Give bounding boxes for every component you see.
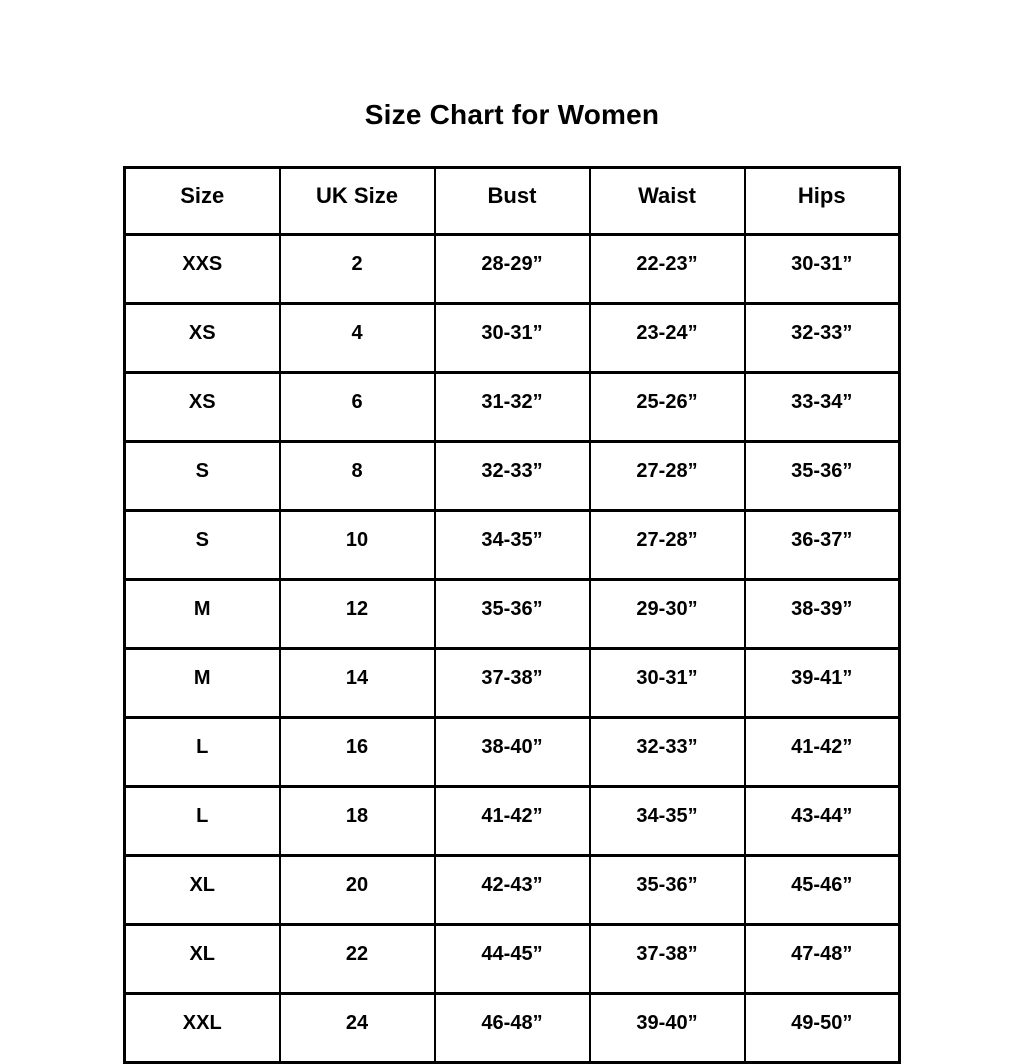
table-cell-waist: 32-33” xyxy=(588,716,746,788)
table-cell-hips: 43-44” xyxy=(743,785,901,857)
table-cell-size: L xyxy=(123,716,281,788)
table-cell-hips: 39-41” xyxy=(743,647,901,719)
table-cell-size: XS xyxy=(123,302,281,374)
table-cell-bust: 28-29” xyxy=(433,233,591,305)
table-cell-size: L xyxy=(123,785,281,857)
table-cell-size: XXL xyxy=(123,992,281,1064)
table-cell-uk-size: 10 xyxy=(278,509,436,581)
table-row: S 8 32-33” 27-28” 35-36” xyxy=(123,440,901,512)
table-row: S 10 34-35” 27-28” 36-37” xyxy=(123,509,901,581)
table-cell-size: M xyxy=(123,578,281,650)
table-cell-bust: 38-40” xyxy=(433,716,591,788)
table-cell-waist: 27-28” xyxy=(588,440,746,512)
table-row: XXS 2 28-29” 22-23” 30-31” xyxy=(123,233,901,305)
table-cell-hips: 41-42” xyxy=(743,716,901,788)
table-cell-uk-size: 12 xyxy=(278,578,436,650)
page: Size Chart for Women Size UK Size Bust Wais… xyxy=(123,99,901,1064)
table-cell-uk-size: 24 xyxy=(278,992,436,1064)
table-cell-bust: 32-33” xyxy=(433,440,591,512)
table-cell-waist: 37-38” xyxy=(588,923,746,995)
table-cell-uk-size: 2 xyxy=(278,233,436,305)
table-cell-bust: 30-31” xyxy=(433,302,591,374)
table-cell-hips: 35-36” xyxy=(743,440,901,512)
table-cell-size: S xyxy=(123,509,281,581)
table-cell-bust: 44-45” xyxy=(433,923,591,995)
table-cell-uk-size: 8 xyxy=(278,440,436,512)
size-chart-content: Size Chart for Women Size UK Size Bust Wais… xyxy=(123,98,901,1064)
table-cell-size: M xyxy=(123,647,281,719)
table-row: M 14 37-38” 30-31” 39-41” xyxy=(123,647,901,719)
table-cell-size: XL xyxy=(123,923,281,995)
table-row: XS 6 31-32” 25-26” 33-34” xyxy=(123,371,901,443)
table-cell-waist: 27-28” xyxy=(588,509,746,581)
table-cell-bust: 42-43” xyxy=(433,854,591,926)
table-cell-bust: 37-38” xyxy=(433,647,591,719)
table-cell-size: S xyxy=(123,440,281,512)
table-cell-waist: 34-35” xyxy=(588,785,746,857)
table-cell-hips: 32-33” xyxy=(743,302,901,374)
table-row: L 16 38-40” 32-33” 41-42” xyxy=(123,716,901,788)
table-body: XXS 2 28-29” 22-23” 30-31” XS 4 30-31” 23-24” 32-… xyxy=(123,233,901,1064)
table-cell-bust: 35-36” xyxy=(433,578,591,650)
table-header: Size UK Size Bust Waist Hips xyxy=(123,166,901,236)
table-cell-bust: 34-35” xyxy=(433,509,591,581)
table-cell-size: XXS xyxy=(123,233,281,305)
column-header-bust: Bust xyxy=(433,166,591,236)
column-header-size: Size xyxy=(123,166,281,236)
table-cell-waist: 22-23” xyxy=(588,233,746,305)
table-cell-hips: 49-50” xyxy=(743,992,901,1064)
table-cell-uk-size: 14 xyxy=(278,647,436,719)
table-cell-size: XS xyxy=(123,371,281,443)
table-row: XL 22 44-45” 37-38” 47-48” xyxy=(123,923,901,995)
table-cell-uk-size: 6 xyxy=(278,371,436,443)
column-header-uk-size: UK Size xyxy=(278,166,436,236)
table-cell-waist: 35-36” xyxy=(588,854,746,926)
column-header-waist: Waist xyxy=(588,166,746,236)
table-row: M 12 35-36” 29-30” 38-39” xyxy=(123,578,901,650)
size-chart-table: Size UK Size Bust Waist Hips XXS 2 28-29” 22-23… xyxy=(123,166,901,1064)
table-row: XS 4 30-31” 23-24” 32-33” xyxy=(123,302,901,374)
table-cell-hips: 36-37” xyxy=(743,509,901,581)
table-row: XL 20 42-43” 35-36” 45-46” xyxy=(123,854,901,926)
table-row: L 18 41-42” 34-35” 43-44” xyxy=(123,785,901,857)
table-cell-hips: 38-39” xyxy=(743,578,901,650)
table-cell-waist: 23-24” xyxy=(588,302,746,374)
table-cell-uk-size: 20 xyxy=(278,854,436,926)
table-cell-bust: 41-42” xyxy=(433,785,591,857)
table-cell-waist: 25-26” xyxy=(588,371,746,443)
table-cell-uk-size: 18 xyxy=(278,785,436,857)
table-cell-uk-size: 16 xyxy=(278,716,436,788)
header-row: Size UK Size Bust Waist Hips xyxy=(123,166,901,236)
table-cell-waist: 29-30” xyxy=(588,578,746,650)
chart-title: Size Chart for Women xyxy=(364,99,660,130)
table-cell-bust: 46-48” xyxy=(433,992,591,1064)
table-row: XXL 24 46-48” 39-40” 49-50” xyxy=(123,992,901,1064)
table-cell-waist: 30-31” xyxy=(588,647,746,719)
table-cell-hips: 45-46” xyxy=(743,854,901,926)
column-header-hips: Hips xyxy=(743,166,901,236)
table-cell-hips: 30-31” xyxy=(743,233,901,305)
table-cell-bust: 31-32” xyxy=(433,371,591,443)
table-cell-uk-size: 4 xyxy=(278,302,436,374)
table-cell-size: XL xyxy=(123,854,281,926)
table-cell-waist: 39-40” xyxy=(588,992,746,1064)
table-cell-hips: 47-48” xyxy=(743,923,901,995)
table-cell-uk-size: 22 xyxy=(278,923,436,995)
table-cell-hips: 33-34” xyxy=(743,371,901,443)
